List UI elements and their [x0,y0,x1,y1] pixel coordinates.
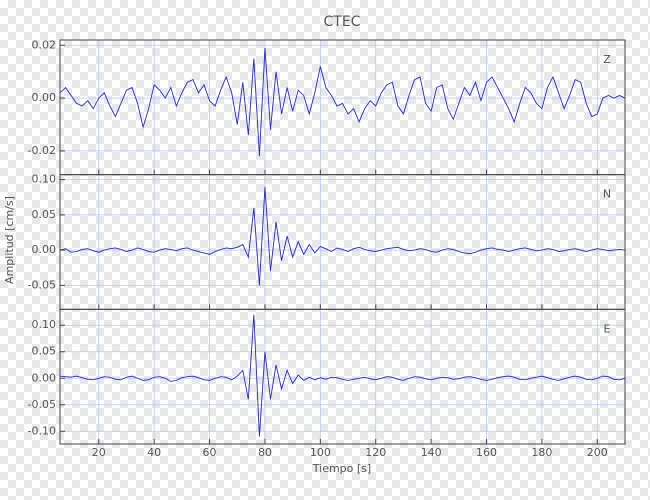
y-tick-label: 0.02 [32,38,57,51]
waveform [59,314,626,437]
y-tick-label: 0.10 [32,173,57,186]
x-tick-label: 100 [310,446,331,459]
x-tick-label: 140 [421,446,442,459]
x-tick-label: 160 [476,446,497,459]
y-tick-label: 0.05 [32,208,57,221]
y-tick-label: -0.10 [28,424,56,437]
y-tick-label: -0.02 [28,144,56,157]
chart-title: CTEC [324,14,361,30]
y-tick-label: 0.05 [32,345,57,358]
y-tick-label: -0.05 [28,278,56,291]
panel-label: Z [603,53,611,66]
x-tick-label: 20 [92,446,106,459]
y-tick-label: 0.00 [32,243,57,256]
x-tick-label: 120 [365,446,386,459]
waveform [59,186,626,286]
panel-frame [59,308,626,445]
y-tick-label: 0.00 [32,371,57,384]
x-axis-label: Tiempo [s] [312,462,371,475]
x-tick-label: 60 [203,446,217,459]
y-tick-label: 0.10 [32,318,57,331]
y-axis-label: Amplitud [cm/s] [3,196,16,284]
x-tick-label: 80 [258,446,272,459]
x-tick-label: 200 [587,446,608,459]
panel-frame [59,174,626,310]
x-tick-label: 40 [147,446,161,459]
y-tick-label: 0.00 [32,91,57,104]
x-tick-label: 180 [531,446,552,459]
panel-label: E [604,322,611,335]
panel-label: N [603,188,611,201]
y-tick-label: -0.05 [28,398,56,411]
waveform [59,47,626,157]
